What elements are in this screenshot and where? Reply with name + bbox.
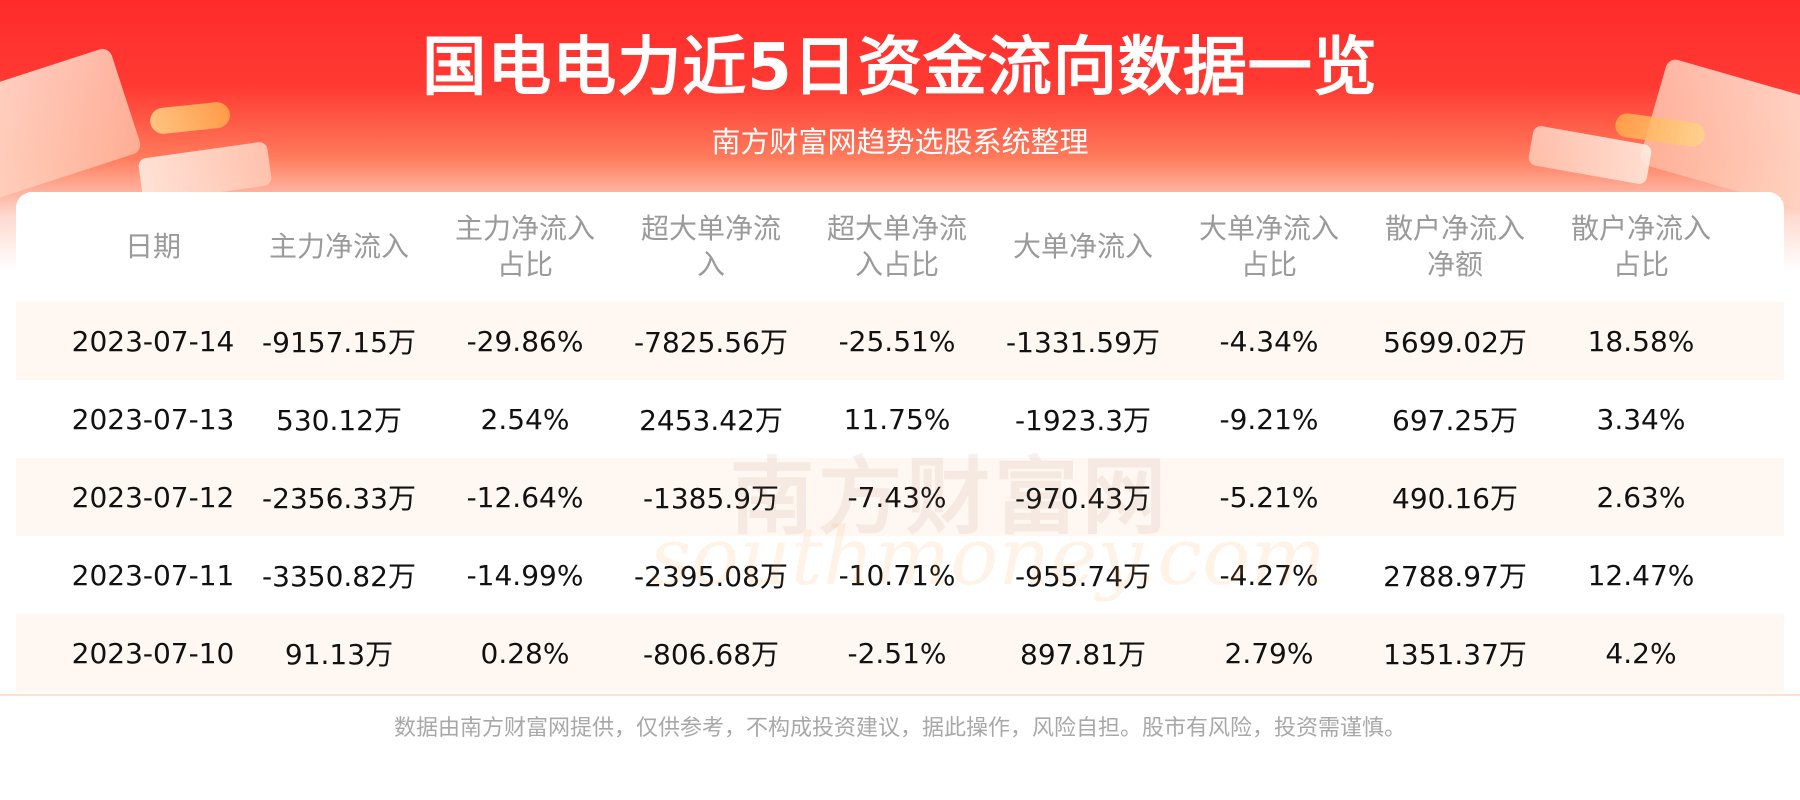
column-header-main-net-inflow: 主力净流入 <box>268 230 409 263</box>
cell-super-large-inflow: 2453.42万 <box>639 404 783 437</box>
cell-main-net-inflow: -9157.15万 <box>262 326 416 359</box>
cell-large-ratio: -4.27% <box>1219 558 1319 592</box>
page-title: 国电电力近5日资金流向数据一览 <box>422 31 1378 105</box>
cell-large-ratio: 2.79% <box>1224 636 1314 670</box>
column-header-retail-ratio: 散户净流入 占比 <box>1570 212 1711 281</box>
cell-large-ratio: -4.34% <box>1219 324 1319 358</box>
cell-large-inflow: -955.74万 <box>1014 560 1152 593</box>
cell-main-net-inflow: 91.13万 <box>284 638 394 671</box>
cell-main-ratio: 0.28% <box>480 636 570 670</box>
cell-retail-amount: 697.25万 <box>1392 404 1518 437</box>
data-table-card: 日期 主力净流入 主力净流入 占比 超大单净流 入 超大单净流 入占比 大单净流… <box>16 192 1784 695</box>
cell-large-inflow: -1331.59万 <box>1006 326 1160 359</box>
cell-main-ratio: 2.54% <box>480 402 570 436</box>
column-header-super-large-net-inflow: 超大单净流 入 <box>640 212 781 281</box>
cell-main-net-inflow: 530.12万 <box>276 404 402 437</box>
cell-super-large-ratio: -25.51% <box>838 324 956 358</box>
cell-super-large-inflow: -1385.9万 <box>642 482 780 515</box>
cell-retail-ratio: 4.2% <box>1605 636 1677 670</box>
column-header-super-large-ratio: 超大单净流 入占比 <box>826 212 967 281</box>
disclaimer-text: 数据由南方财富网提供，仅供参考，不构成投资建议，据此操作，风险自担。股市有风险，… <box>393 716 1406 741</box>
cell-retail-ratio: 18.58% <box>1587 324 1695 358</box>
column-header-large-net-inflow: 大单净流入 <box>1012 230 1153 263</box>
table-row: 2023-07-11 -3350.82万 -14.99% -2395.08万 -… <box>16 536 1784 614</box>
cell-retail-ratio: 3.34% <box>1596 402 1686 436</box>
cell-main-ratio: -12.64% <box>466 480 584 514</box>
cell-date: 2023-07-12 <box>71 480 235 514</box>
cell-large-inflow: -970.43万 <box>1014 482 1152 515</box>
page-subtitle: 南方财富网趋势选股系统整理 <box>711 125 1089 159</box>
table-header-row: 日期 主力净流入 主力净流入 占比 超大单净流 入 超大单净流 入占比 大单净流… <box>16 192 1784 302</box>
cell-date: 2023-07-14 <box>71 324 235 358</box>
cell-large-ratio: -9.21% <box>1219 402 1319 436</box>
cell-main-net-inflow: -3350.82万 <box>262 560 416 593</box>
cell-retail-amount: 5699.02万 <box>1383 326 1527 359</box>
cell-date: 2023-07-13 <box>71 402 235 436</box>
cell-super-large-inflow: -2395.08万 <box>634 560 788 593</box>
table-row: 2023-07-14 -9157.15万 -29.86% -7825.56万 -… <box>16 302 1784 380</box>
table-body: 2023-07-14 -9157.15万 -29.86% -7825.56万 -… <box>16 302 1784 692</box>
table-row: 2023-07-10 91.13万 0.28% -806.68万 -2.51% … <box>16 614 1784 692</box>
column-header-date: 日期 <box>124 230 181 263</box>
footer-divider <box>0 694 1800 696</box>
cell-retail-amount: 1351.37万 <box>1383 638 1527 671</box>
cell-super-large-ratio: 11.75% <box>843 402 951 436</box>
column-header-retail-net-amount: 散户净流入 净额 <box>1384 212 1525 281</box>
cell-retail-ratio: 12.47% <box>1587 558 1695 592</box>
cell-main-ratio: -14.99% <box>466 558 584 592</box>
cell-super-large-ratio: -10.71% <box>838 558 956 592</box>
cell-super-large-ratio: -7.43% <box>847 480 947 514</box>
column-header-main-net-inflow-ratio: 主力净流入 占比 <box>454 212 595 281</box>
cell-retail-amount: 490.16万 <box>1392 482 1518 515</box>
cell-large-inflow: -1923.3万 <box>1014 404 1152 437</box>
cell-super-large-ratio: -2.51% <box>847 636 947 670</box>
cell-large-ratio: -5.21% <box>1219 480 1319 514</box>
table-row: 2023-07-13 530.12万 2.54% 2453.42万 11.75%… <box>16 380 1784 458</box>
column-header-large-ratio: 大单净流入 占比 <box>1198 212 1339 281</box>
cell-date: 2023-07-11 <box>71 558 235 592</box>
cell-super-large-inflow: -806.68万 <box>642 638 780 671</box>
table-row: 2023-07-12 -2356.33万 -12.64% -1385.9万 -7… <box>16 458 1784 536</box>
cell-main-ratio: -29.86% <box>466 324 584 358</box>
cell-main-net-inflow: -2356.33万 <box>262 482 416 515</box>
cell-retail-amount: 2788.97万 <box>1383 560 1527 593</box>
cell-date: 2023-07-10 <box>71 636 235 670</box>
cell-super-large-inflow: -7825.56万 <box>634 326 788 359</box>
cell-retail-ratio: 2.63% <box>1596 480 1686 514</box>
cell-large-inflow: 897.81万 <box>1020 638 1146 671</box>
